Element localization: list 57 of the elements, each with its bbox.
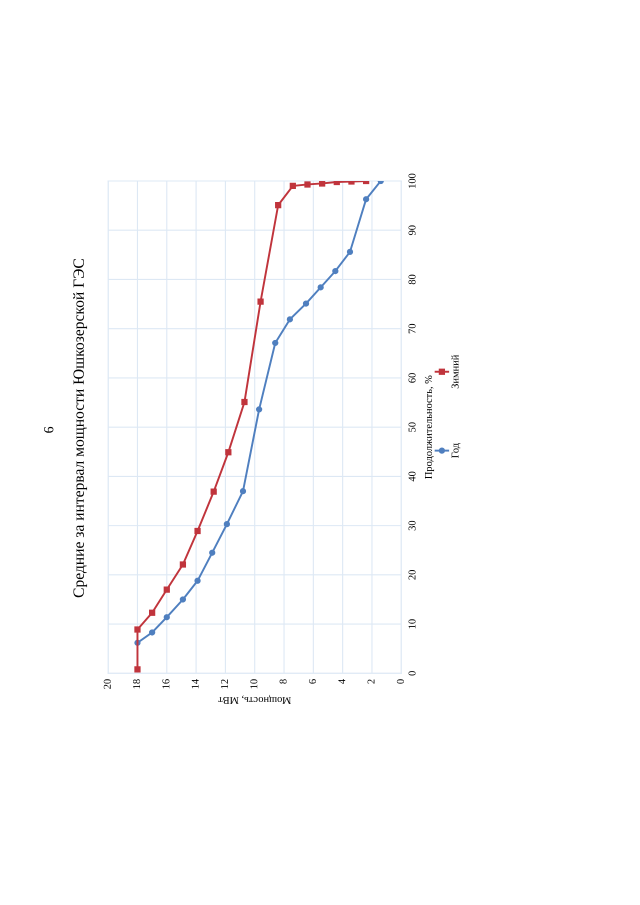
y-tick-label: 10: [408, 619, 416, 628]
x-axis-title: Мощность, МВт: [218, 694, 292, 704]
y-tick-label: 20: [408, 570, 416, 580]
x-tick-label: 20: [104, 679, 111, 689]
point: [362, 196, 370, 202]
y-axis-title: Продолжительность, %: [424, 376, 434, 479]
y-tick-label: 80: [408, 274, 416, 284]
point: [332, 268, 338, 274]
y-tick-label: 30: [408, 520, 416, 530]
point: [318, 284, 324, 290]
x-tick-label: 10: [250, 679, 258, 688]
point: [194, 528, 201, 534]
point: [286, 316, 294, 322]
text: 6: [44, 426, 54, 433]
point: [272, 340, 278, 346]
point: [194, 578, 201, 584]
point: [209, 550, 216, 556]
y-tick-label: 0: [408, 671, 416, 676]
point: [164, 586, 170, 593]
x-tick-label: 14: [192, 679, 199, 688]
text: Средние за интервал мощности Юшкозерской ГЭС: [73, 259, 88, 598]
x-tick-label: 18: [133, 679, 140, 688]
legend-label: Год: [452, 443, 461, 458]
x-tick-label: 12: [221, 679, 228, 688]
legend-label: Зимний: [451, 354, 459, 388]
point: [134, 666, 141, 673]
point: [149, 610, 156, 616]
point: [180, 596, 186, 603]
point: [290, 182, 296, 190]
x-tick-label: 2: [368, 679, 374, 684]
point: [304, 181, 311, 188]
point: [302, 300, 310, 307]
y-tick-label: 40: [408, 472, 416, 482]
y-tick-label: 70: [408, 324, 416, 334]
point: [180, 561, 186, 568]
point: [240, 488, 246, 494]
x-tick-label: 16: [162, 679, 170, 688]
point: [149, 629, 156, 636]
point: [224, 521, 230, 528]
x-tick-label: 6: [308, 679, 316, 684]
point: [319, 181, 326, 187]
y-tick-label: 90: [408, 225, 416, 236]
point: [225, 449, 232, 456]
point: [275, 202, 282, 208]
y-tick-label: 100: [408, 174, 416, 188]
point: [134, 626, 141, 633]
y-tick-label: 50: [408, 422, 416, 432]
x-tick-label: 0: [396, 679, 404, 684]
point: [210, 488, 217, 495]
point: [256, 406, 262, 413]
point: [241, 398, 248, 406]
point: [164, 614, 170, 620]
point: [257, 298, 264, 305]
point: [346, 248, 354, 256]
y-tick-label: 60: [408, 373, 416, 383]
x-tick-label: 4: [338, 679, 346, 684]
x-tick-label: 8: [280, 679, 287, 684]
